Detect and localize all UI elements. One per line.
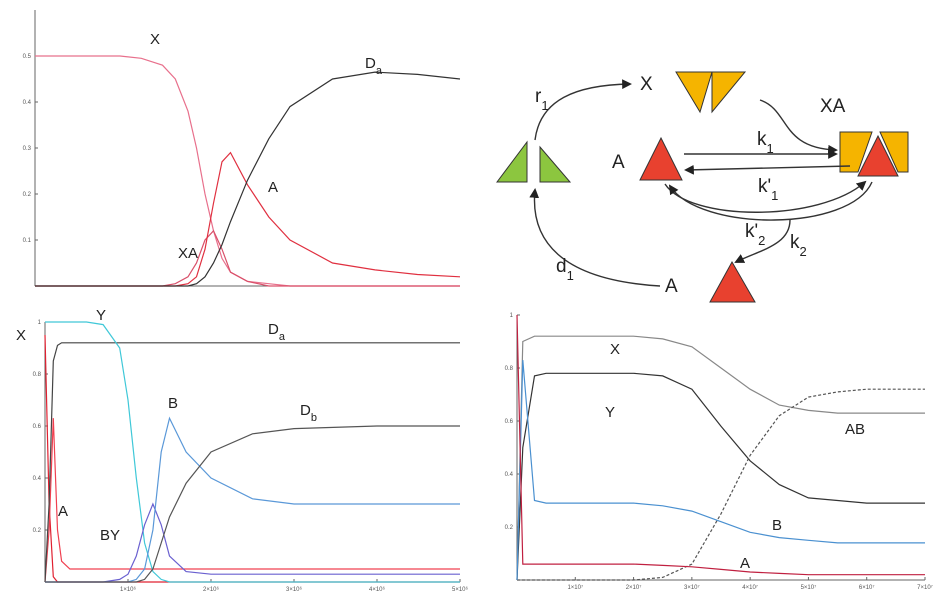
- label-main: XA: [820, 96, 846, 117]
- series-label: Y: [605, 404, 615, 421]
- label-main: A: [665, 276, 678, 297]
- series-line: [45, 418, 460, 582]
- series-line: [35, 153, 460, 286]
- label-sub: 1: [541, 98, 548, 113]
- x-tick-label: 5×10⁶: [452, 586, 469, 593]
- series-line: [517, 360, 925, 580]
- x-tick-label: 2×10⁶: [203, 586, 220, 593]
- y-tick-label: 0.4: [33, 476, 42, 482]
- red-triangle: [710, 262, 755, 302]
- label-main: A: [612, 152, 625, 173]
- series-label: A: [268, 179, 278, 196]
- label-main: k': [758, 176, 771, 197]
- series-label: B: [168, 395, 178, 412]
- series-label: X: [610, 341, 620, 358]
- series-label: A: [740, 555, 750, 572]
- y-tick-label: 0.1: [23, 238, 32, 244]
- orange-triangle: [712, 72, 745, 112]
- diagram-label: A: [665, 276, 678, 297]
- x-tick-label: 4×10⁶: [369, 586, 386, 593]
- series-label: AB: [845, 421, 865, 438]
- x-tick-label: 4×10⁷: [742, 584, 758, 591]
- series-label: XA: [178, 245, 198, 262]
- y-tick-label: 1: [38, 320, 42, 326]
- diagram-label: k'2: [745, 221, 765, 248]
- diagram-label: k'1: [758, 176, 778, 203]
- label-main: k: [790, 232, 800, 253]
- y-tick-label: 0.8: [505, 366, 514, 372]
- x-tick-label: 5×10⁷: [801, 584, 817, 591]
- x-tick-label: 2×10⁷: [626, 584, 642, 591]
- label-sub: 2: [800, 244, 807, 259]
- y-tick-label: 0.4: [23, 100, 32, 106]
- label-main: k': [745, 221, 758, 242]
- series-line: [35, 56, 460, 286]
- series-line: [517, 315, 925, 575]
- label-sub: 1: [767, 141, 774, 156]
- red-triangle: [640, 138, 682, 180]
- x-tick-label: 7×10⁷: [917, 584, 933, 591]
- y-tick-label: 1: [510, 313, 514, 319]
- series-label: A: [58, 503, 68, 520]
- x-tick-label: 3×10⁷: [684, 584, 700, 591]
- diagram-label: k1: [757, 129, 774, 156]
- y-tick-label: 0.5: [23, 54, 32, 60]
- label-sub: 1: [567, 268, 574, 283]
- series-line: [45, 335, 460, 582]
- green-triangle: [540, 147, 570, 182]
- x-tick-label: 6×10⁷: [859, 584, 875, 591]
- x-tick-label: 3×10⁶: [286, 586, 303, 593]
- diagram-label: r1: [535, 86, 549, 113]
- y-tick-label: 0.8: [33, 372, 42, 378]
- diagram-label: A: [612, 152, 625, 173]
- label-sub: 2: [758, 233, 765, 248]
- series-label: B: [772, 517, 782, 534]
- label-main: d: [556, 256, 567, 277]
- y-tick-label: 0.2: [23, 192, 32, 198]
- series-line: [45, 418, 460, 582]
- series-label: X: [150, 31, 160, 48]
- diagram-label: k2: [790, 232, 807, 259]
- label-sub: 1: [771, 188, 778, 203]
- y-tick-label: 0.3: [23, 146, 32, 152]
- y-tick-label: 0.6: [505, 419, 514, 425]
- series-label: Da: [268, 321, 286, 343]
- x-tick-label: 1×10⁷: [567, 584, 583, 591]
- series-line: [35, 72, 460, 286]
- orange-triangle: [676, 72, 712, 112]
- series-label: X: [16, 327, 26, 344]
- diagram-label: d1: [556, 256, 574, 283]
- diagram-label: X: [640, 74, 653, 95]
- label-main: X: [640, 74, 653, 95]
- series-line: [45, 343, 460, 582]
- label-main: k: [757, 129, 767, 150]
- series-line: [517, 389, 925, 580]
- y-tick-label: 0.2: [33, 528, 42, 534]
- figure: 0.10.20.30.40.5XXAADa0.20.40.60.811×10⁶2…: [0, 0, 935, 597]
- line-chart: 0.2 0.4 0.6 0.8 1 1×10⁶ 2×10⁶ 3×10⁶ 4×10⁶ 5×10⁶: [33, 320, 469, 593]
- line-chart: 0.1 0.2 0.3 0.4 0.5: [23, 10, 460, 286]
- series-label: Db: [300, 402, 317, 424]
- green-triangle: [497, 142, 527, 182]
- series-label: Y: [96, 307, 106, 324]
- series-line: [35, 231, 460, 286]
- y-tick-label: 0.6: [33, 424, 42, 430]
- y-tick-label: 0.4: [505, 472, 514, 478]
- series-line: [517, 373, 925, 580]
- x-tick-label: 1×10⁶: [120, 586, 137, 593]
- series-label: BY: [100, 527, 120, 544]
- y-tick-label: 0.2: [505, 525, 514, 531]
- diagram-label: XA: [820, 96, 846, 117]
- line-chart: 0.2 0.4 0.6 0.8 1 1×10⁷ 2×10⁷ 3×10⁷ 4×10⁷ 5×10⁷ 6×…: [505, 313, 933, 591]
